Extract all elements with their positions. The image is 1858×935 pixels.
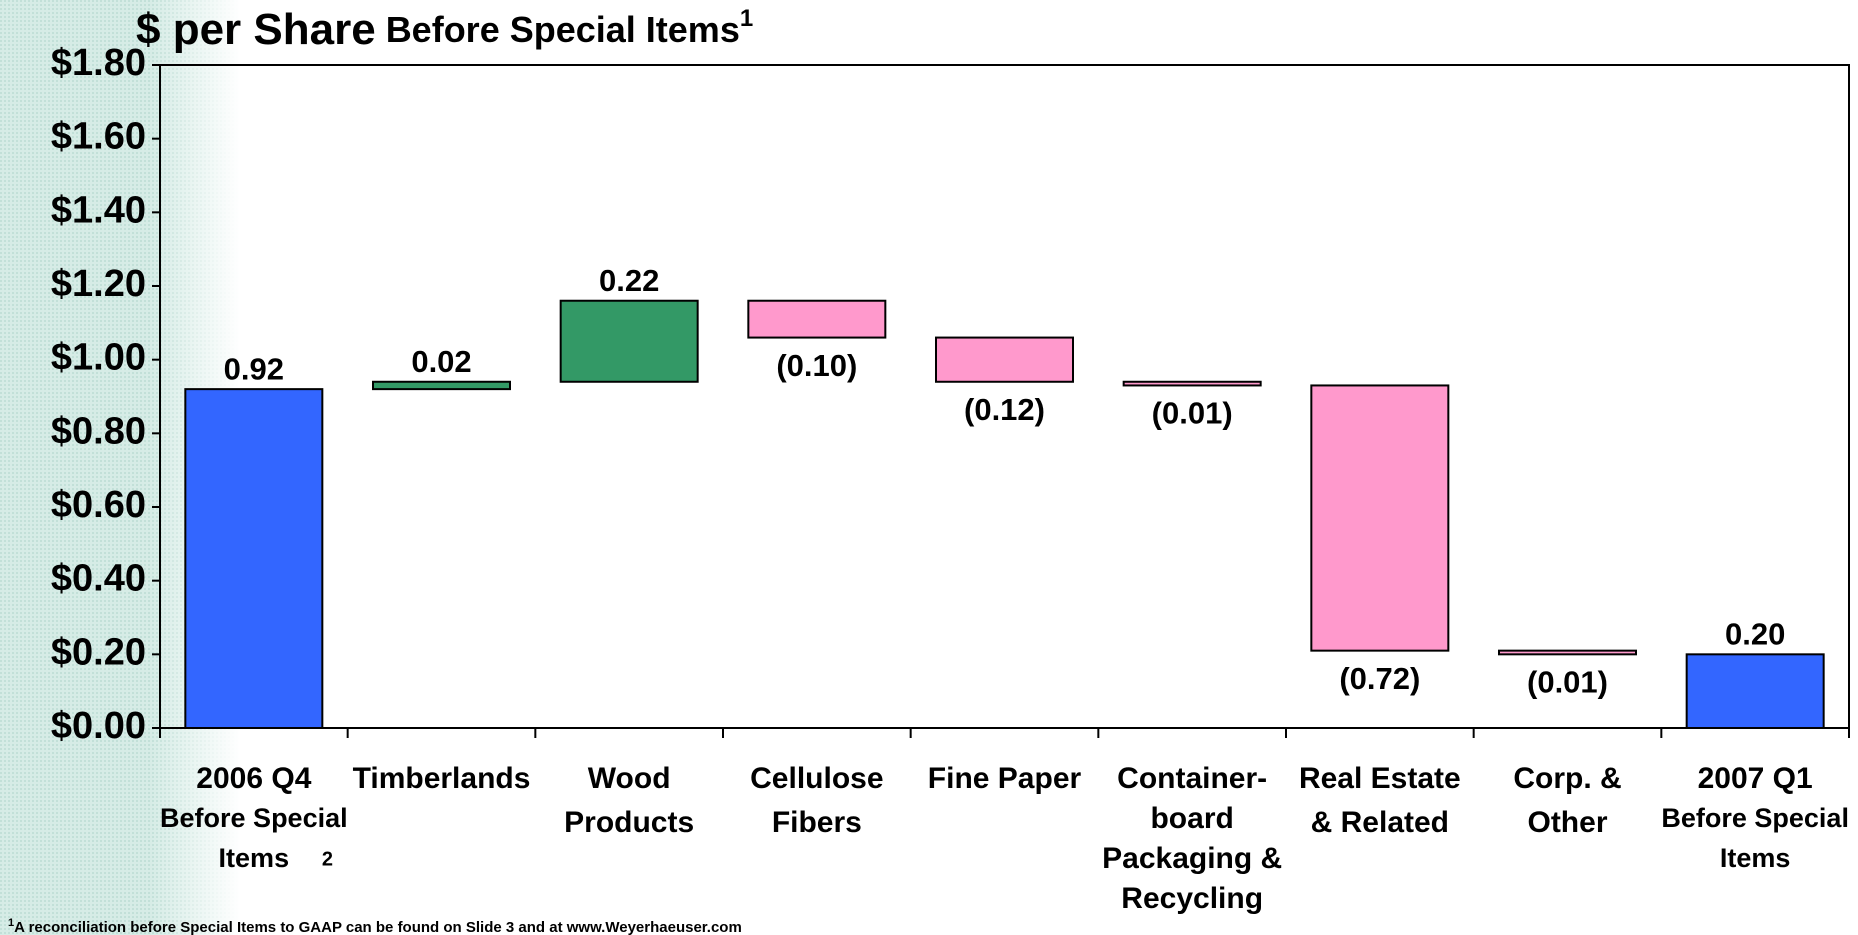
value-label: (0.10) [776, 348, 857, 383]
bar [1122, 380, 1262, 387]
bar [372, 380, 511, 391]
x-tick-label: 2007 Q1 [1698, 762, 1813, 795]
x-tick-label: Real Estate [1299, 762, 1461, 795]
x-tick-label: Corp. & [1513, 762, 1621, 795]
x-tick-label: 2006 Q4 [196, 762, 311, 795]
bar [1310, 384, 1450, 652]
x-tick-label: Other [1527, 806, 1607, 839]
y-tick-label: $0.60 [51, 484, 146, 526]
value-label: (0.01) [1527, 665, 1608, 700]
bar [747, 299, 887, 339]
plot-frame [159, 64, 1850, 729]
x-tick-label: Fibers [772, 806, 862, 839]
category-note: 2 [322, 848, 333, 870]
x-tick-label: Items [219, 843, 290, 873]
y-tick-label: $1.00 [51, 337, 146, 379]
bar [1685, 653, 1825, 729]
y-tick-label: $0.80 [51, 410, 146, 452]
bar [184, 388, 324, 729]
value-label: (0.72) [1339, 661, 1420, 696]
x-tick-label: Recycling [1121, 882, 1263, 915]
x-tick-label: Packaging & [1102, 842, 1282, 875]
y-tick-label: $1.40 [51, 189, 146, 231]
value-label: 0.92 [224, 351, 284, 386]
x-tick-label: Container- [1117, 762, 1267, 795]
x-tick-label: Before Special [160, 803, 348, 833]
y-tick-label: $0.00 [51, 705, 146, 747]
x-tick-label: Cellulose [750, 762, 883, 795]
x-tick-label: board [1150, 802, 1233, 835]
value-label: 0.22 [599, 263, 659, 298]
x-tick-label: Before Special [1661, 803, 1849, 833]
x-tick-label: Products [564, 806, 694, 839]
x-tick-label: Timberlands [353, 762, 531, 795]
x-tick-label: Fine Paper [928, 762, 1082, 795]
bar [935, 336, 1074, 383]
chart-title: $ per Share Before Special Items1 [136, 5, 753, 54]
value-label: (0.12) [964, 392, 1045, 427]
y-tick-label: $0.20 [51, 631, 146, 673]
bar [559, 299, 699, 383]
bar [1498, 649, 1637, 656]
footnote: 1A reconciliation before Special Items t… [8, 917, 742, 935]
y-tick-label: $1.60 [51, 116, 146, 158]
value-label: 0.20 [1725, 617, 1785, 652]
x-tick-label: & Related [1311, 806, 1449, 839]
x-tick-label: Wood [588, 762, 671, 795]
y-tick-label: $1.20 [51, 263, 146, 305]
value-label: 0.02 [411, 344, 471, 379]
value-label: (0.01) [1152, 396, 1233, 431]
y-tick-label: $1.80 [51, 42, 146, 84]
y-tick-label: $0.40 [51, 558, 146, 600]
x-tick-label: Items [1720, 843, 1791, 873]
